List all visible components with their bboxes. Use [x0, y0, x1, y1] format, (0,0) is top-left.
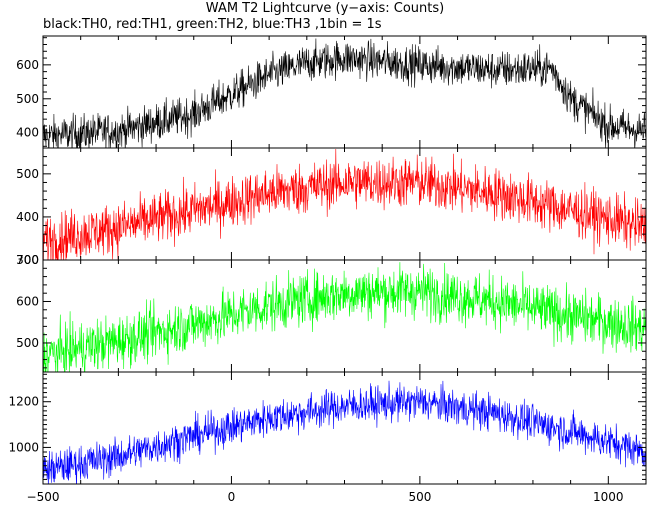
x-tick-label: 1000 [593, 490, 624, 504]
y-tick-label: 1000 [8, 440, 39, 454]
y-tick-label: 1200 [8, 395, 39, 409]
x-tick-label: 500 [408, 490, 431, 504]
y-tick-label: 500 [16, 336, 39, 350]
series-line-th1 [43, 148, 646, 260]
y-tick-label: 300 [16, 253, 39, 267]
chart-title: WAM T2 Lightcurve (y−axis: Counts) [205, 1, 445, 16]
series-line-th0 [43, 38, 646, 148]
panel-frame [42, 371, 647, 485]
y-tick-label: 600 [16, 58, 39, 72]
y-tick-label: 500 [16, 167, 39, 181]
y-tick-label: 700 [16, 253, 39, 267]
x-tick-label: 0 [228, 490, 236, 504]
x-tick-label: −500 [27, 490, 60, 504]
chart-subtitle: black:TH0, red:TH1, green:TH2, blue:TH3 … [43, 17, 382, 32]
y-tick-label: 500 [16, 92, 39, 106]
y-tick-label: 400 [16, 126, 39, 140]
y-tick-label: 400 [16, 210, 39, 224]
y-tick-label: 600 [16, 295, 39, 309]
series-line-th2 [43, 262, 646, 372]
panel-frame [42, 35, 647, 149]
series-line-th3 [43, 380, 646, 484]
